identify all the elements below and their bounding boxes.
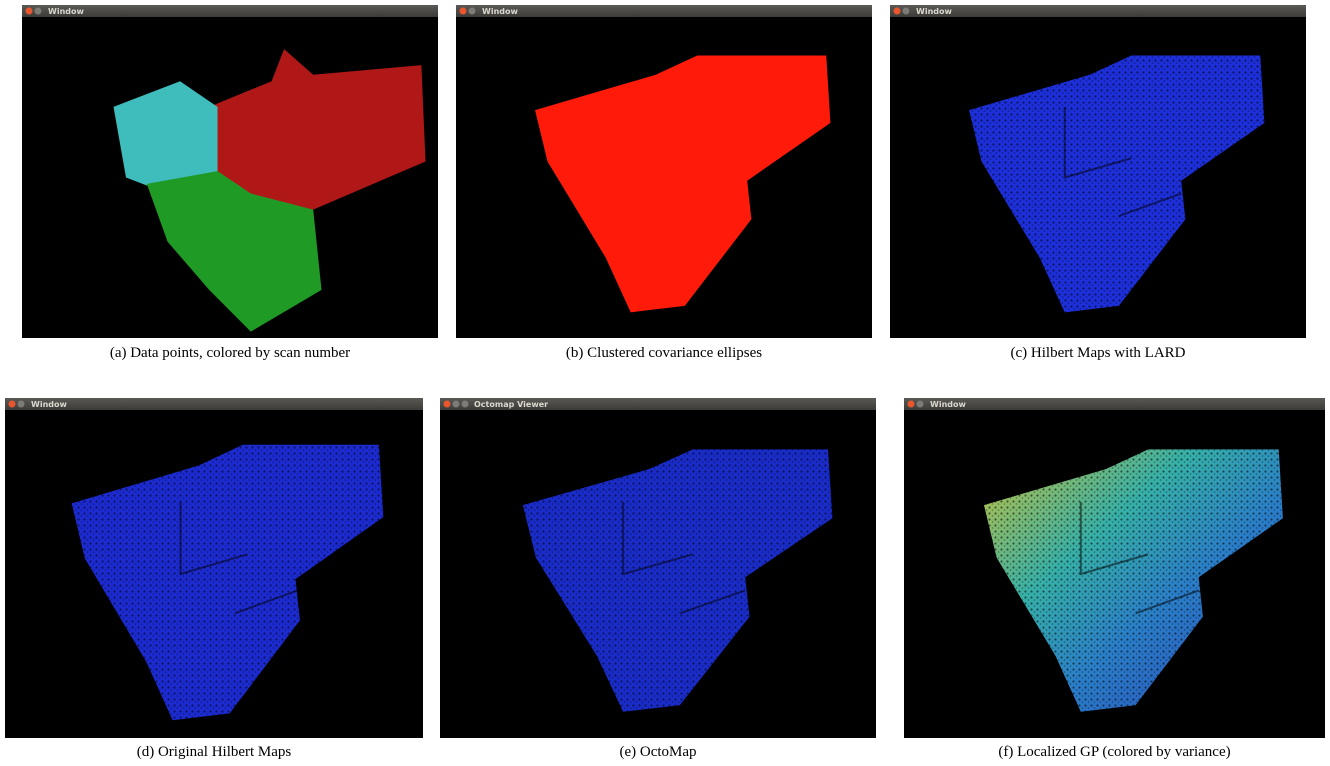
minimize-button <box>903 8 910 15</box>
screenshot-panel: Octomap Viewer <box>440 398 876 738</box>
caption: (d) Original Hilbert Maps <box>5 744 423 761</box>
caption: (c) Hilbert Maps with LARD <box>890 345 1306 362</box>
title-bar <box>5 398 423 410</box>
window-title: Window <box>31 400 67 409</box>
caption: (a) Data points, colored by scan number <box>22 345 438 362</box>
minimize-button <box>917 401 924 408</box>
window: Octomap Viewer <box>440 398 876 738</box>
caption: (f) Localized GP (colored by variance) <box>904 744 1325 761</box>
window: Window <box>904 398 1325 738</box>
minimize-button <box>18 401 25 408</box>
window: Window <box>456 5 872 338</box>
close-button <box>908 401 915 408</box>
screenshot-panel: Window <box>5 398 423 738</box>
close-button <box>460 8 467 15</box>
close-button <box>9 401 16 408</box>
screenshot-panel: Window <box>22 5 438 338</box>
minimize-button <box>469 8 476 15</box>
maximize-button <box>462 401 469 408</box>
window-title: Window <box>930 400 966 409</box>
close-button <box>444 401 451 408</box>
figure: Window (a) Data points, colored by scan n… <box>0 0 1330 766</box>
window-title: Window <box>482 7 518 16</box>
caption: (b) Clustered covariance ellipses <box>456 345 872 362</box>
screenshot-panel: Window <box>456 5 872 338</box>
minimize-button <box>35 8 42 15</box>
close-button <box>894 8 901 15</box>
caption: (e) OctoMap <box>440 744 876 761</box>
window-title: Window <box>48 7 84 16</box>
window-title: Octomap Viewer <box>474 400 548 409</box>
title-bar <box>904 398 1325 410</box>
title-bar <box>890 5 1306 17</box>
window: Window <box>890 5 1306 338</box>
screenshot-panel: Window <box>890 5 1306 338</box>
title-bar <box>456 5 872 17</box>
close-button <box>26 8 33 15</box>
window: Window <box>22 5 438 338</box>
minimize-button <box>453 401 460 408</box>
title-bar <box>22 5 438 17</box>
window-title: Window <box>916 7 952 16</box>
screenshot-panel: Window <box>904 398 1325 738</box>
window: Window <box>5 398 423 738</box>
